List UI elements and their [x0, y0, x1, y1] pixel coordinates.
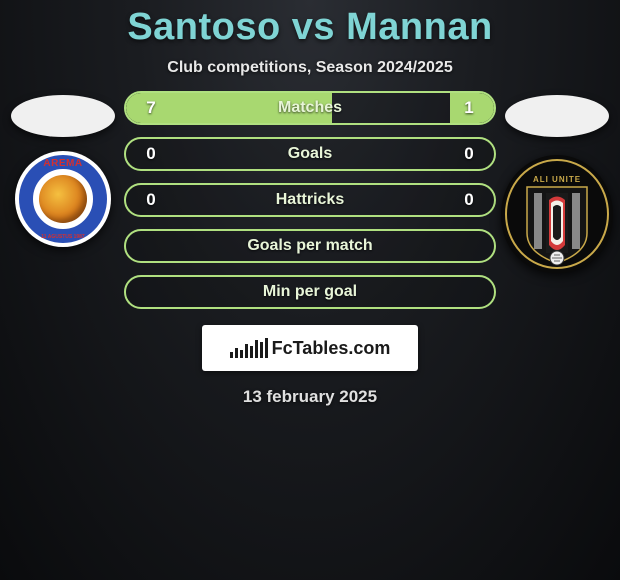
- watermark: FcTables.com: [202, 325, 418, 371]
- player-right-avatar: [505, 95, 609, 137]
- stat-value-right: 1: [444, 98, 494, 118]
- stat-row: 0Goals0: [124, 137, 496, 171]
- comparison-panel: AREMA 11 AGUSTUS 1987 7Matches10Goals00H…: [0, 95, 620, 321]
- svg-text:ALI UNITE: ALI UNITE: [533, 175, 581, 184]
- club-left-name: AREMA: [15, 158, 111, 169]
- stat-label: Goals per match: [176, 237, 444, 255]
- chart-icon: [230, 338, 268, 358]
- watermark-text: FcTables.com: [272, 338, 391, 359]
- stat-label: Min per goal: [176, 283, 444, 301]
- stat-label: Matches: [176, 99, 444, 117]
- club-left-sub: 11 AGUSTUS 1987: [15, 234, 111, 240]
- stat-row: Min per goal: [124, 275, 496, 309]
- club-left-badge: AREMA 11 AGUSTUS 1987: [15, 151, 111, 247]
- stats-column: 7Matches10Goals00Hattricks0Goals per mat…: [118, 91, 502, 321]
- stat-value-left: 7: [126, 98, 176, 118]
- player-left-column: AREMA 11 AGUSTUS 1987: [8, 95, 118, 247]
- player-left-avatar: [11, 95, 115, 137]
- lion-icon: [39, 175, 87, 223]
- stat-value-left: 0: [126, 190, 176, 210]
- stat-value-right: 0: [444, 190, 494, 210]
- page-title: Santoso vs Mannan: [0, 0, 620, 49]
- stat-label: Hattricks: [176, 191, 444, 209]
- comparison-date: 13 february 2025: [0, 387, 620, 407]
- stat-row: 0Hattricks0: [124, 183, 496, 217]
- stat-row: 7Matches1: [124, 91, 496, 125]
- stat-value-left: 0: [126, 144, 176, 164]
- stat-label: Goals: [176, 145, 444, 163]
- stat-row: Goals per match: [124, 229, 496, 263]
- stat-value-right: 0: [444, 144, 494, 164]
- player-right-column: ALI UNITE: [502, 95, 612, 273]
- page-subtitle: Club competitions, Season 2024/2025: [0, 59, 620, 77]
- club-right-badge: ALI UNITE: [501, 155, 613, 273]
